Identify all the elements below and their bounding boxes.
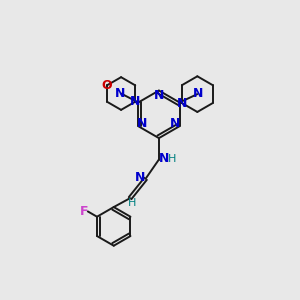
Text: N: N (193, 87, 203, 100)
Text: N: N (159, 152, 169, 164)
Text: N: N (137, 117, 148, 130)
Text: F: F (80, 205, 88, 218)
Text: N: N (134, 171, 145, 184)
Text: N: N (177, 97, 187, 110)
Text: O: O (102, 79, 112, 92)
Text: N: N (170, 117, 181, 130)
Text: N: N (115, 87, 126, 100)
Text: H: H (168, 154, 176, 164)
Text: N: N (130, 95, 140, 109)
Text: N: N (154, 89, 164, 102)
Text: H: H (128, 199, 137, 208)
